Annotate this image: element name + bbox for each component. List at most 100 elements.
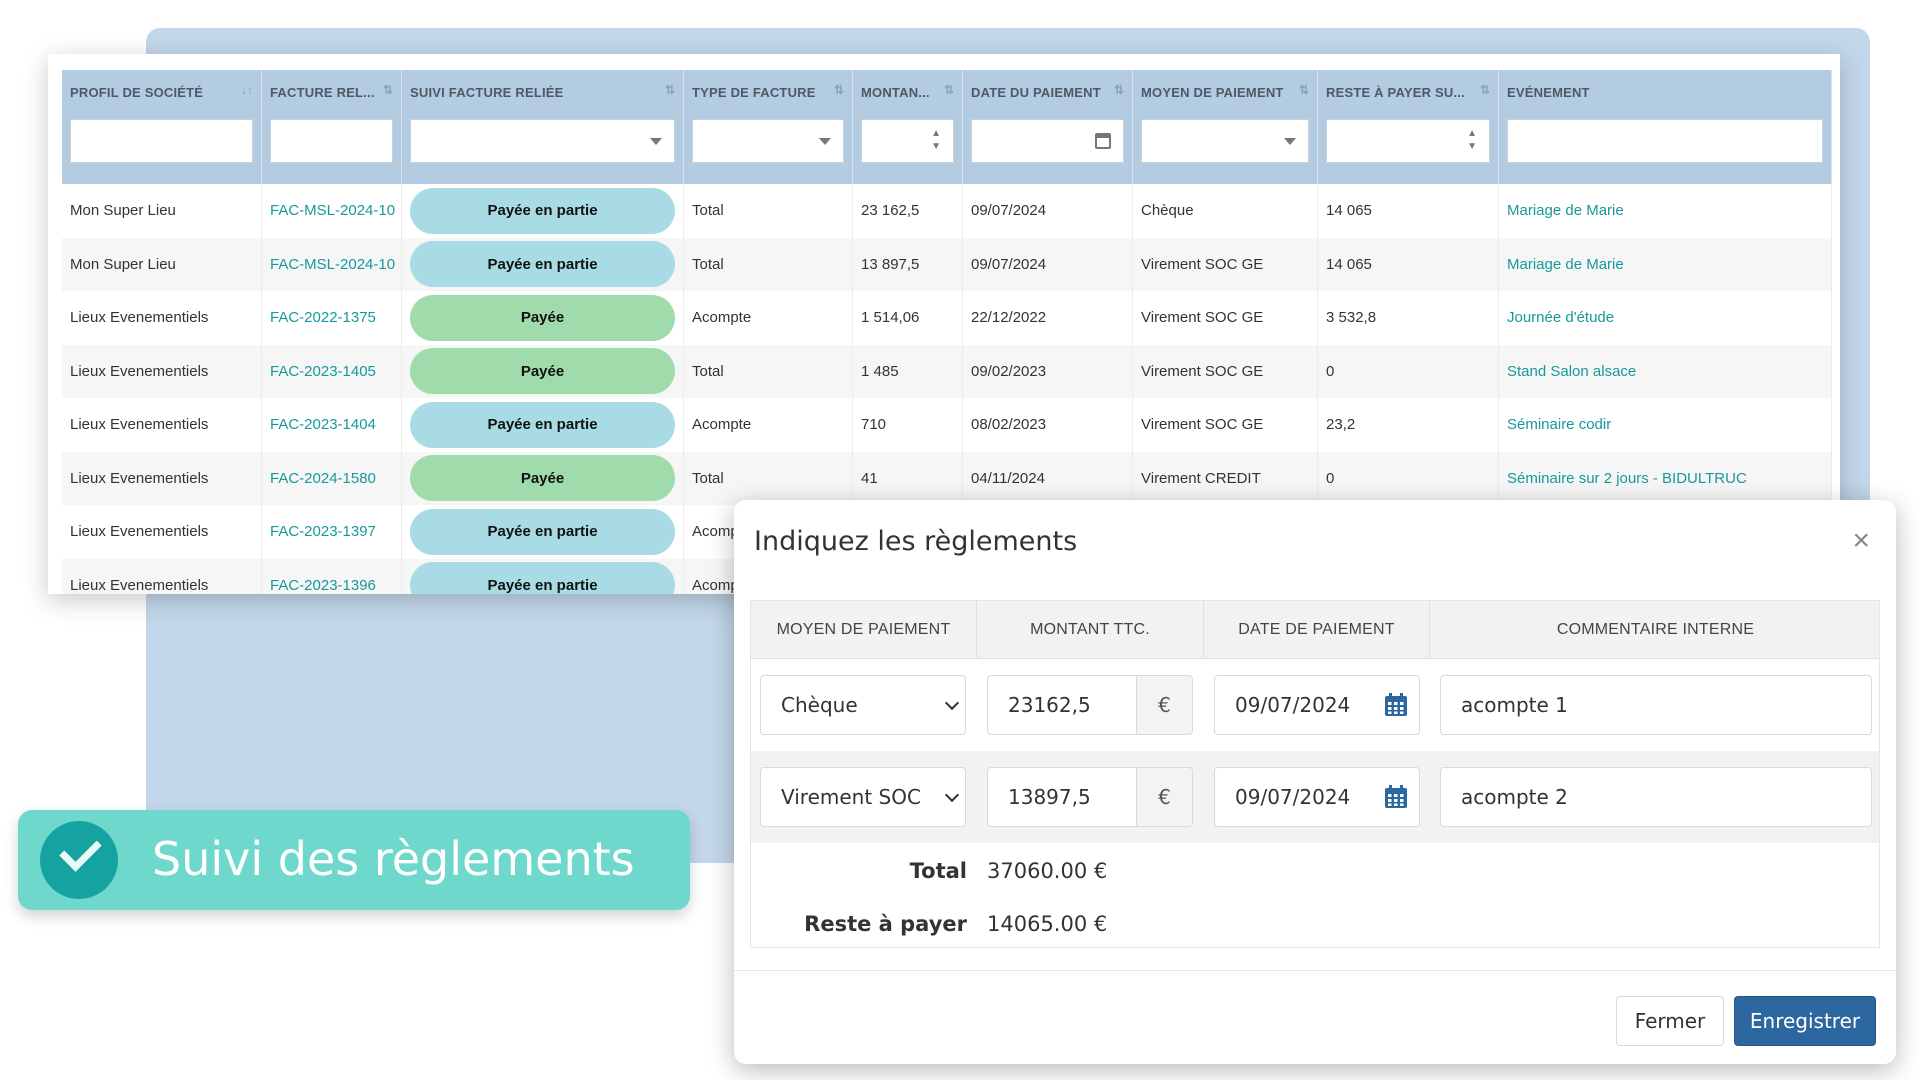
status-pill: Payée [410,455,675,502]
payment-method-select[interactable]: Virement SOC [760,767,966,827]
cell-montant: 1 485 [853,344,963,398]
cell-societe: Lieux Evenementiels [62,398,262,452]
comment-value: acompte 2 [1461,785,1568,809]
calendar-icon[interactable] [1383,784,1409,810]
column-filter-input[interactable] [270,119,393,163]
column-header[interactable]: PROFIL DE SOCIÉTÉ ↓↑ [62,70,262,184]
cell-text: Lieux Evenementiels [70,362,209,380]
sort-icon[interactable]: ⇅ [382,83,393,97]
euro-addon: € [1136,676,1192,734]
cell-facture[interactable]: FAC-2023-1397 [262,505,402,559]
close-icon[interactable]: × [1852,524,1870,557]
cell-text: 04/11/2024 [971,469,1045,487]
payment-date-input[interactable]: 09/07/2024 [1214,675,1420,735]
column-filter-input[interactable] [1141,119,1309,163]
sort-icon[interactable]: ⇅ [1113,83,1124,97]
cell-facture[interactable]: FAC-2022-1375 [262,291,402,345]
cell-text: Virement SOC GE [1141,255,1264,273]
modal-title: Indiquez les règlements [754,526,1078,557]
cell-text: 14 065 [1326,255,1372,273]
calendar-icon[interactable] [1383,692,1409,718]
cell-facture[interactable]: FAC-2023-1396 [262,558,402,594]
cell-text: Lieux Evenementiels [70,576,209,594]
cell-societe: Lieux Evenementiels [62,505,262,559]
cell-evenement[interactable]: Mariage de Marie [1499,237,1832,291]
column-filter-input[interactable] [971,119,1124,163]
table-row[interactable]: Mon Super Lieu FAC-MSL-2024-10 Payée en pa… [62,184,1832,238]
status-pill: Payée en partie [410,401,675,448]
cell-date: 09/02/2023 [963,344,1133,398]
header-commentaire: COMMENTAIRE INTERNE [1556,621,1755,638]
amount-value: 23162,5 [1008,693,1091,717]
badge-text: Suivi des règlements [152,832,635,886]
cell-type: Acompte [684,398,853,452]
column-filter-input[interactable]: ▲ ▼ [1326,119,1490,163]
column-header[interactable]: RESTE À PAYER SU... ⇅ ▲ ▼ [1318,70,1499,184]
column-filter-input[interactable] [70,119,253,163]
column-header[interactable]: MOYEN DE PAIEMENT ⇅ [1133,70,1318,184]
table-row[interactable]: Lieux Evenementiels FAC-2024-1580 Payée Tot… [62,451,1832,505]
column-filter-input[interactable] [692,119,844,163]
close-button[interactable]: Fermer [1616,996,1724,1046]
column-title: FACTURE REL... [270,85,375,100]
amount-input[interactable]: 13897,5 € [987,767,1193,827]
chevron-down-icon [944,787,960,803]
cell-reste: 14 065 [1318,184,1499,238]
cell-moyen: Virement SOC GE [1133,291,1318,345]
column-filter-input[interactable]: ▲ ▼ [861,119,954,163]
cell-evenement[interactable]: Mariage de Marie [1499,184,1832,238]
table-row[interactable]: Lieux Evenementiels FAC-2023-1404 Payée en… [62,398,1832,452]
payment-method-select[interactable]: Chèque [760,675,966,735]
sort-icon[interactable]: ⇅ [1479,83,1490,97]
cell-moyen: Virement SOC GE [1133,398,1318,452]
column-header[interactable]: SUIVI FACTURE RELIÉE ⇅ [402,70,684,184]
column-filter-input[interactable] [1507,119,1823,163]
spinner-icon[interactable]: ▲ ▼ [1467,128,1477,152]
cell-evenement[interactable]: Stand Salon alsace [1499,344,1832,398]
cell-societe: Lieux Evenementiels [62,291,262,345]
column-header[interactable]: MONTAN... ⇅ ▲ ▼ [853,70,963,184]
cell-text: 0 [1326,362,1335,380]
sort-icon[interactable]: ⇅ [664,83,675,97]
table-row[interactable]: Lieux Evenementiels FAC-2022-1375 Payée Aco… [62,291,1832,345]
table-row[interactable]: Mon Super Lieu FAC-MSL-2024-10 Payée en pa… [62,237,1832,291]
header-date: DATE DE PAIEMENT [1204,601,1430,659]
cell-facture[interactable]: FAC-MSL-2024-10 [262,237,402,291]
calendar-icon[interactable] [1095,133,1111,149]
cell-text: Mon Super Lieu [70,202,176,220]
amount-input[interactable]: 23162,5 € [987,675,1193,735]
sort-icon[interactable]: ⇅ [1298,83,1309,97]
header-moyen: MOYEN DE PAIEMENT [751,601,977,659]
cell-montant: 13 897,5 [853,237,963,291]
cell-evenement[interactable]: Séminaire codir [1499,398,1832,452]
header-montant[interactable]: MONTANT TTC. [977,601,1204,659]
cell-evenement[interactable]: Séminaire sur 2 jours - BIDULTRUC [1499,451,1832,505]
spinner-icon[interactable]: ▲ ▼ [931,128,941,152]
cell-suivi: Payée [402,291,684,345]
table-row[interactable]: Lieux Evenementiels FAC-2023-1405 Payée Tot… [62,344,1832,398]
save-button[interactable]: Enregistrer [1734,996,1876,1046]
comment-input[interactable]: acompte 1 [1440,675,1872,735]
sort-icon[interactable]: ⇅ [943,83,954,97]
payment-date-input[interactable]: 09/07/2024 [1214,767,1420,827]
cell-text: 14 065 [1326,202,1372,220]
cell-facture[interactable]: FAC-2023-1404 [262,398,402,452]
sort-icon[interactable]: ⇅ [833,83,844,97]
column-header[interactable]: TYPE DE FACTURE ⇅ [684,70,853,184]
column-header[interactable]: DATE DU PAIEMENT ⇅ [963,70,1133,184]
cell-reste: 0 [1318,344,1499,398]
cell-facture[interactable]: FAC-2024-1580 [262,451,402,505]
payment-method-value: Chèque [781,693,858,717]
column-header[interactable]: FACTURE REL... ⇅ [262,70,402,184]
table-row[interactable]: Lieux Evenementiels FAC-2023-1397 Payée en… [62,505,1832,559]
cell-facture[interactable]: FAC-2023-1405 [262,344,402,398]
cell-evenement[interactable]: Journée d'étude [1499,291,1832,345]
cell-facture[interactable]: FAC-MSL-2024-10 [262,184,402,238]
cell-text: Stand Salon alsace [1507,362,1637,380]
comment-input[interactable]: acompte 2 [1440,767,1872,827]
column-filter-input[interactable] [410,119,675,163]
sort-icon[interactable]: ↓↑ [241,83,253,97]
cell-text: 1 485 [861,362,899,380]
column-header[interactable]: EVÉNEMENT [1499,70,1832,184]
reste-value: 14065.00 € [987,912,1108,936]
